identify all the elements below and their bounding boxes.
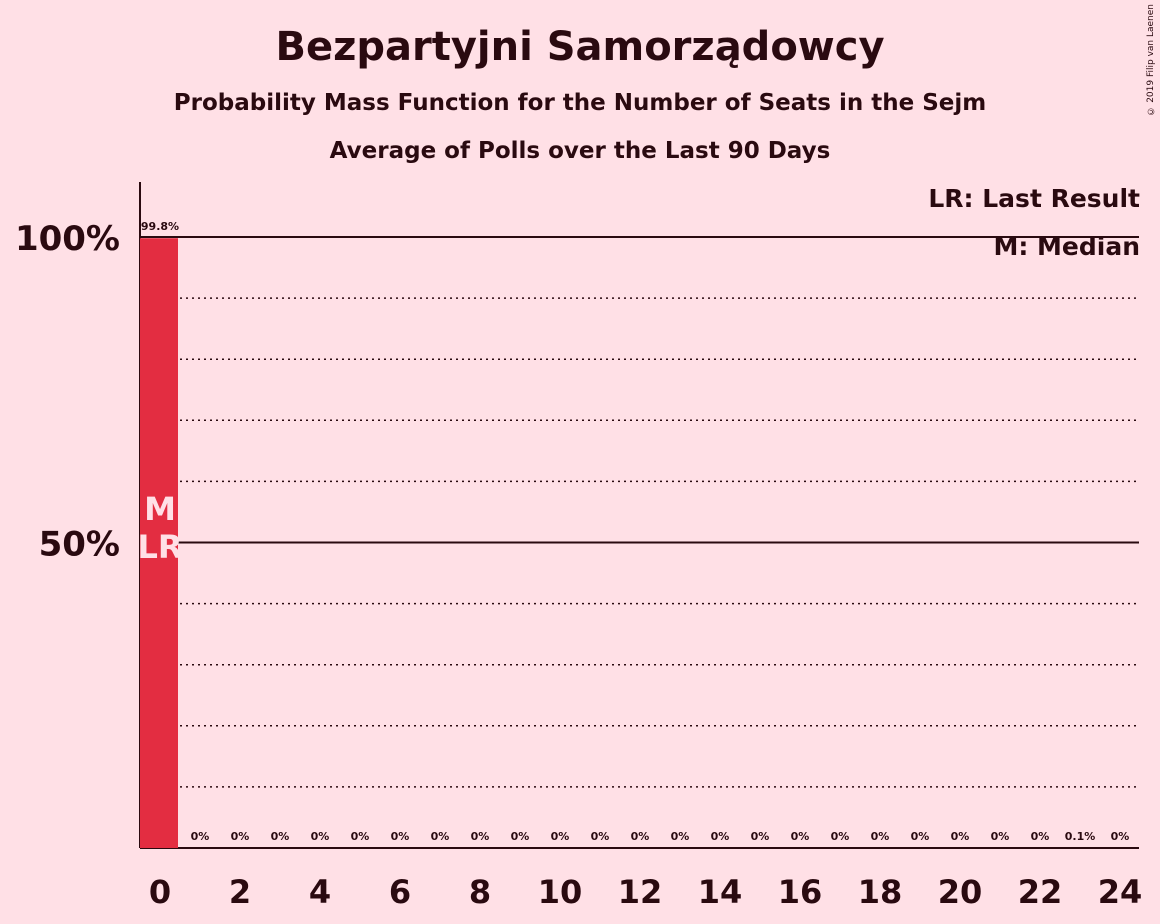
y-tick-label: 50% [39, 525, 120, 565]
chart-subtitle-2: Average of Polls over the Last 90 Days [329, 138, 831, 164]
bar-value-label: 0% [711, 830, 730, 843]
bar-value-label: 0% [911, 830, 930, 843]
x-tick-label: 0 [149, 873, 171, 911]
x-tick-label: 22 [1018, 873, 1063, 911]
bar-value-label: 0% [351, 830, 370, 843]
bar-value-label: 0% [311, 830, 330, 843]
legend-median: M: Median [993, 232, 1140, 261]
x-tick-label: 8 [469, 873, 491, 911]
x-tick-label: 12 [618, 873, 663, 911]
bar-value-label: 0% [1031, 830, 1050, 843]
bar-value-label: 0% [991, 830, 1010, 843]
x-tick-label: 24 [1098, 873, 1143, 911]
bar-value-label: 0% [191, 830, 210, 843]
x-tick-label: 14 [698, 873, 743, 911]
bar-value-label: 0% [551, 830, 570, 843]
x-tick-label: 16 [778, 873, 823, 911]
bar-value-label: 0% [511, 830, 530, 843]
x-tick-label: 4 [309, 873, 331, 911]
bar-value-label: 0% [471, 830, 490, 843]
x-tick-label: 20 [938, 873, 983, 911]
bar-value-label: 0% [431, 830, 450, 843]
x-tick-label: 2 [229, 873, 251, 911]
bar-value-label: 0% [271, 830, 290, 843]
x-tick-label: 6 [389, 873, 411, 911]
legend-last-result: LR: Last Result [928, 184, 1140, 213]
bar-value-label: 0% [631, 830, 650, 843]
last-result-marker: LR [137, 528, 182, 566]
chart-subtitle: Probability Mass Function for the Number… [173, 90, 987, 116]
bar-value-label: 0% [831, 830, 850, 843]
y-tick-label: 100% [15, 219, 120, 259]
bar-value-label: 0% [871, 830, 890, 843]
bar-value-label: 0% [751, 830, 770, 843]
chart-title: Bezpartyjni Samorządowcy [275, 24, 885, 70]
median-marker: M [144, 490, 176, 528]
bar-value-label: 0.1% [1065, 830, 1096, 843]
bar-value-label: 0% [231, 830, 250, 843]
bar-value-label: 0% [1111, 830, 1130, 843]
x-tick-label: 18 [858, 873, 903, 911]
bar-value-label: 0% [791, 830, 810, 843]
bar-value-label: 99.8% [141, 220, 179, 233]
x-tick-label: 10 [538, 873, 583, 911]
bar-value-label: 0% [671, 830, 690, 843]
bar-value-label: 0% [951, 830, 970, 843]
bar-value-label: 0% [591, 830, 610, 843]
bar [140, 238, 178, 849]
bar-value-label: 0% [391, 830, 410, 843]
